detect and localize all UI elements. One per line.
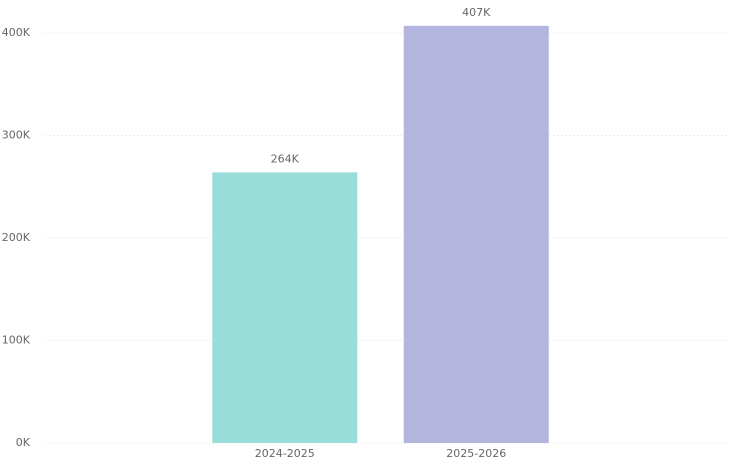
x-tick-label: 2025-2026 <box>446 447 506 460</box>
y-tick-label: 400K <box>2 26 31 39</box>
y-tick-label: 200K <box>2 231 31 244</box>
y-tick-label: 100K <box>2 334 31 347</box>
data-label: 407K <box>462 6 491 19</box>
data-label: 264K <box>271 152 300 165</box>
y-tick-label: 300K <box>2 129 31 142</box>
bar <box>403 25 549 443</box>
y-tick-label: 0K <box>16 436 31 449</box>
x-tick-label: 2024-2025 <box>255 447 315 460</box>
bar <box>212 172 358 443</box>
